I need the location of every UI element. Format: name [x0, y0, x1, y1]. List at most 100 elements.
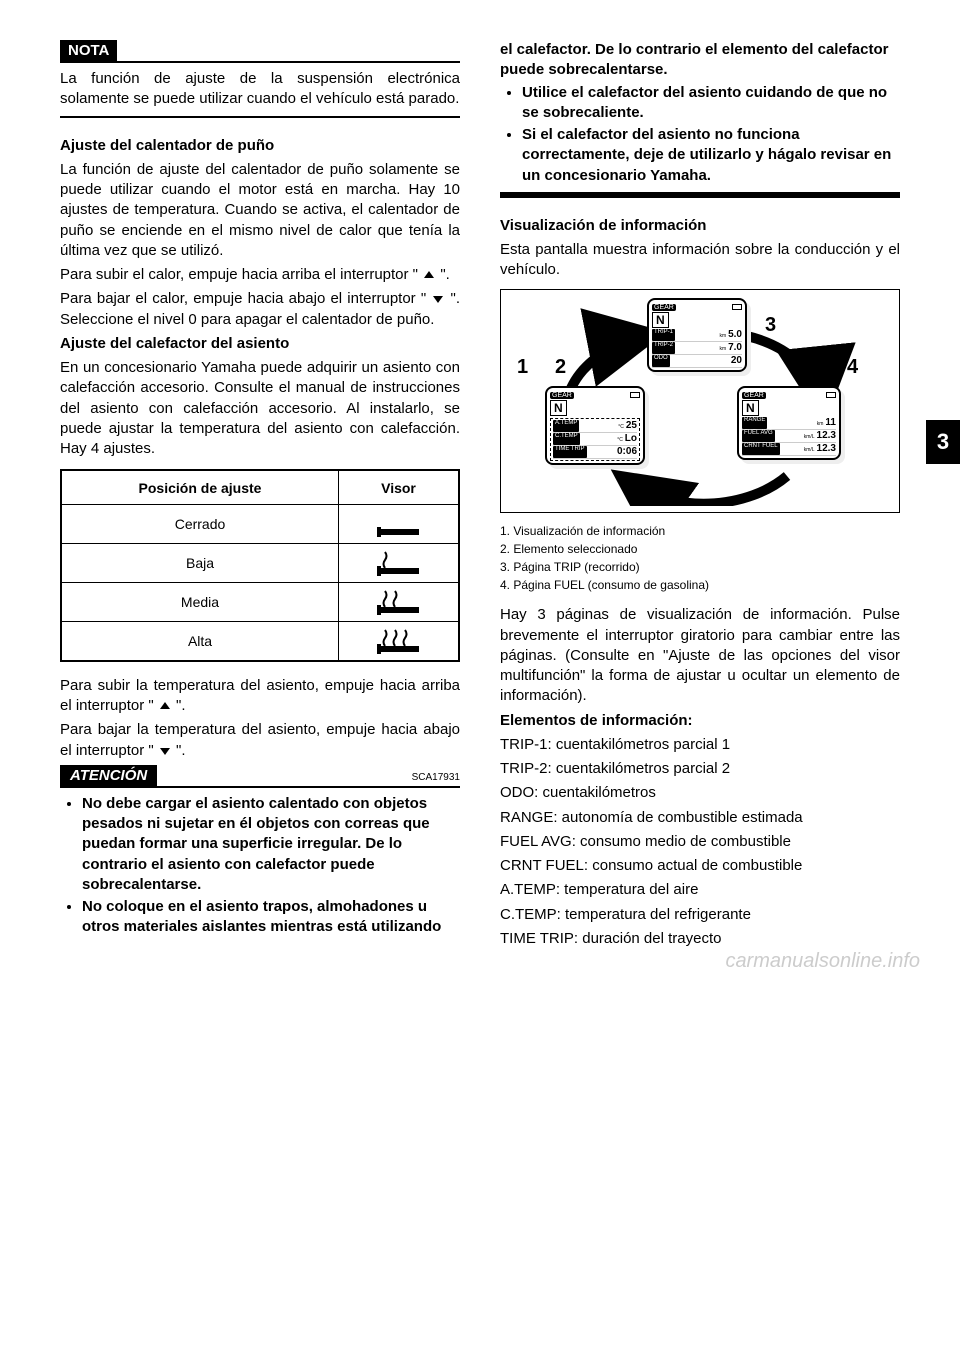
- info-item: CRNT FUEL: consumo actual de combustible: [500, 856, 900, 876]
- right-column: el calefactor. De lo contrario el elemen…: [500, 40, 900, 953]
- callout-3: 3: [765, 314, 776, 337]
- panel-row: TIME TRIP 0:06: [553, 446, 637, 459]
- panel-row-value: km/L 12.3: [804, 443, 836, 455]
- items-list: TRIP-1: cuentakilómetros parcial 1 TRIP-2…: [500, 735, 900, 949]
- callout-2: 2: [555, 356, 566, 379]
- panel-row-label: CRNT FUEL: [742, 443, 780, 455]
- manual-page: 3 NOTA La función de ajuste de la suspen…: [0, 0, 960, 993]
- nota-rule-top: [60, 61, 460, 63]
- panel-row: FUEL AVG km/L 12.3: [742, 430, 836, 443]
- visor-table: Posición de ajuste Visor Cerrado Baja Me…: [60, 469, 460, 662]
- panel-row-value: km 7.0: [719, 342, 742, 354]
- seat-heat-icon: [339, 582, 460, 621]
- table-row: Alta: [61, 621, 459, 661]
- seat-heater-p1: En un concesionario Yamaha puede adquiri…: [60, 358, 460, 459]
- panel-row-label: TIME TRIP: [553, 446, 587, 458]
- th-position: Posición de ajuste: [61, 470, 339, 504]
- panel-row-value: °C 25: [618, 420, 637, 432]
- seat-down-b: ".: [176, 742, 186, 759]
- grip-heater-heading: Ajuste del calentador de puño: [60, 136, 460, 156]
- fig-legend-2: 2. Elemento seleccionado: [500, 541, 900, 557]
- grip-heater-p2b: ".: [440, 266, 450, 283]
- table-row: Cerrado: [61, 504, 459, 543]
- callout-1: 1: [517, 356, 528, 379]
- panel-row: TRIP-1 km 5.0: [652, 329, 742, 342]
- panel-row-label: C.TEMP: [553, 433, 580, 445]
- seat-heat-icon: [339, 543, 460, 582]
- table-row: Media: [61, 582, 459, 621]
- gear-label: GEAR: [652, 304, 676, 311]
- fig-legend-1: 1. Visualización de información: [500, 523, 900, 539]
- panel-row-value: °C Lo: [617, 433, 637, 445]
- gear-indicator: N: [742, 400, 759, 416]
- panel-row-label: FUEL AVG: [742, 430, 775, 442]
- seat-down-line: Para bajar la temperatura del asiento, e…: [60, 720, 460, 761]
- fig-legend-3: 3. Página TRIP (recorrido): [500, 559, 900, 575]
- grip-heater-p2a: Para subir el calor, empuje hacia arriba…: [60, 266, 418, 283]
- grip-heater-p2: Para subir el calor, empuje hacia arriba…: [60, 265, 460, 285]
- two-column-layout: NOTA La función de ajuste de la suspensi…: [60, 40, 900, 953]
- battery-icon: [826, 392, 836, 398]
- table-cell-label: Cerrado: [61, 504, 339, 543]
- panel-row: TRIP-2 km 7.0: [652, 342, 742, 355]
- nota-label: NOTA: [60, 40, 117, 61]
- battery-icon: [630, 392, 640, 398]
- panel-row-label: ODO: [652, 355, 670, 367]
- seat-up-b: ".: [176, 697, 186, 714]
- fig-legend-4: 4. Página FUEL (consumo de gasolina): [500, 577, 900, 593]
- panel-row: C.TEMP °C Lo: [553, 433, 637, 446]
- panel-row-value: km/L 12.3: [804, 430, 836, 442]
- info-item: C.TEMP: temperatura del refrigerante: [500, 905, 900, 925]
- section-divider: [500, 192, 900, 198]
- panel-row: ODO 20: [652, 355, 742, 368]
- gear-label: GEAR: [742, 392, 766, 399]
- display-panel-trip: GEAR N TRIP-1 km 5.0 TRIP-2 km 7.0 ODO 2…: [647, 298, 747, 372]
- table-row: Baja: [61, 543, 459, 582]
- panel-row-label: A.TEMP: [553, 420, 579, 432]
- list-item: Utilice el calefactor del asiento cuidan…: [522, 83, 900, 124]
- gear-indicator: N: [652, 312, 669, 328]
- list-item: Si el calefactor del asiento no funciona…: [522, 125, 900, 186]
- gear-label: GEAR: [550, 392, 574, 399]
- list-item: No coloque en el asiento trapos, almohad…: [82, 897, 460, 938]
- display-panel-temp: GEAR N A.TEMP °C 25 C.TEMP °C Lo TIME TR…: [545, 386, 645, 465]
- table-cell-label: Alta: [61, 621, 339, 661]
- atencion-code: SCA17931: [412, 772, 460, 783]
- watermark-text: carmanualsonline.info: [725, 950, 920, 973]
- atencion-label: ATENCIÓN: [60, 765, 157, 786]
- info-item: TRIP-1: cuentakilómetros parcial 1: [500, 735, 900, 755]
- chevron-down-icon: [158, 745, 172, 757]
- info-item: TRIP-2: cuentakilómetros parcial 2: [500, 759, 900, 779]
- table-header-row: Posición de ajuste Visor: [61, 470, 459, 504]
- info-pages-p: Hay 3 páginas de visualización de inform…: [500, 605, 900, 706]
- list-item: el calefactor. De lo contrario el elemen…: [500, 40, 900, 81]
- panel-row-value: km 11: [817, 417, 836, 429]
- grip-heater-p3: Para bajar el calor, empuje hacia abajo …: [60, 289, 460, 330]
- selected-item-box: A.TEMP °C 25 C.TEMP °C Lo TIME TRIP 0:06: [550, 418, 640, 461]
- panel-row-value: km 5.0: [719, 329, 742, 341]
- info-item: TIME TRIP: duración del trayecto: [500, 929, 900, 949]
- seat-down-a: Para bajar la temperatura del asiento, e…: [60, 721, 460, 758]
- seat-up-a: Para subir la temperatura del asiento, e…: [60, 677, 460, 714]
- panel-row-label: RANGE: [742, 417, 767, 429]
- items-heading: Elementos de información:: [500, 711, 900, 731]
- callout-4: 4: [847, 356, 858, 379]
- table-cell-label: Media: [61, 582, 339, 621]
- atencion-rule: [60, 786, 460, 788]
- chevron-up-icon: [158, 700, 172, 712]
- info-display-heading: Visualización de información: [500, 216, 900, 236]
- side-chapter-tab: 3: [926, 420, 960, 464]
- info-display-figure: 1 2 3 4 GEAR N TRIP-1 km 5.0 TRIP-2 km 7…: [500, 289, 900, 513]
- atencion-list-right: el calefactor. De lo contrario el elemen…: [522, 40, 900, 186]
- gear-indicator: N: [550, 400, 567, 416]
- panel-row: A.TEMP °C 25: [553, 420, 637, 433]
- info-display-p1: Esta pantalla muestra información sobre …: [500, 240, 900, 281]
- info-item: RANGE: autonomía de combustible estimada: [500, 808, 900, 828]
- battery-icon: [732, 304, 742, 310]
- list-item: No debe cargar el asiento calentado con …: [82, 794, 460, 895]
- grip-heater-p1: La función de ajuste del calentador de p…: [60, 160, 460, 261]
- nota-block: NOTA La función de ajuste de la suspensi…: [60, 40, 460, 118]
- panel-row-value: 0:06: [617, 446, 637, 458]
- grip-heater-p3a: Para bajar el calor, empuje hacia abajo …: [60, 290, 426, 307]
- panel-row-label: TRIP-2: [652, 342, 675, 354]
